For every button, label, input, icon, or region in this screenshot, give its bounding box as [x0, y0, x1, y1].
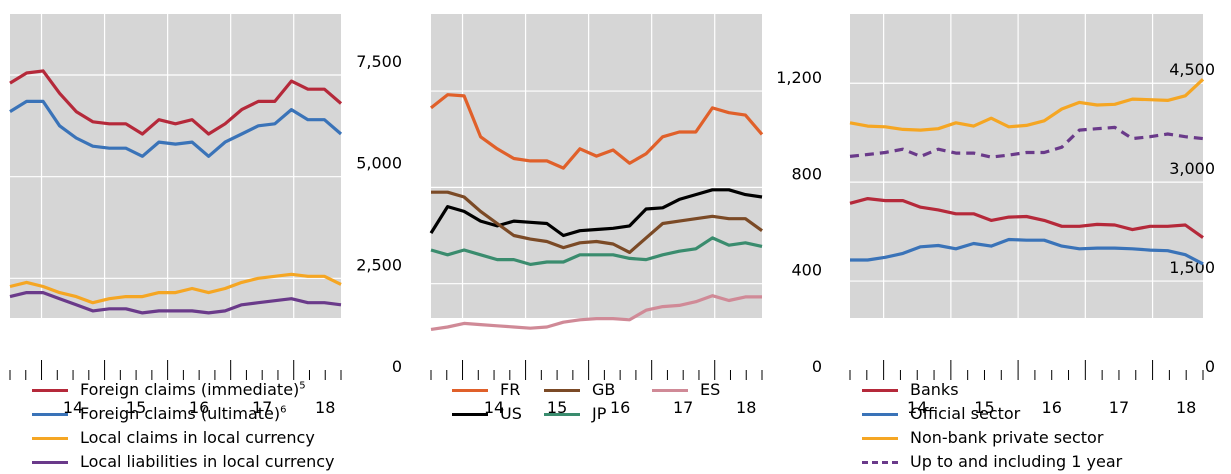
y-tick-label: 4,500: [1169, 60, 1215, 79]
legend-item-jp: JP: [544, 402, 652, 426]
legend-item-nonbank: Non-bank private sector: [862, 426, 1122, 450]
legend-swatch: [544, 388, 580, 392]
chart-panel-countries: 0 400 800 1,200 14 15 16 17 18: [429, 14, 822, 417]
x-tick-label: 16: [189, 398, 209, 417]
x-tick-label: 16: [610, 398, 630, 417]
legend-label: Foreign claims (ultimate)6: [80, 404, 287, 423]
legend-item-immediate: Foreign claims (immediate)5: [32, 378, 334, 402]
x-tick-label: 18: [1176, 398, 1196, 417]
legend-claims: Foreign claims (immediate)5 Foreign clai…: [32, 378, 334, 474]
legend-swatch: [32, 388, 68, 392]
x-tick-label: 14: [907, 398, 927, 417]
x-tick-label: 14: [484, 398, 504, 417]
x-tick-label: 14: [63, 398, 83, 417]
legend-swatch: [32, 436, 68, 440]
legend-item-official: Official sector: [862, 402, 1122, 426]
legend-swatch: [544, 412, 580, 416]
x-tick-label: 18: [736, 398, 756, 417]
series-line-foreign-claims-ultimate-: [9, 99, 343, 158]
legend-label: Banks: [910, 380, 959, 399]
series-line-foreign-claims-immediate-: [9, 69, 343, 136]
chart-panel-sectors: 0 1,500 3,000 4,500 14 15 16 17 18: [849, 14, 1215, 417]
x-tick-label: 15: [547, 398, 567, 417]
plot-background: [10, 14, 341, 318]
y-tick-label: 7,500: [356, 52, 402, 71]
x-tick-label: 15: [974, 398, 994, 417]
legend-sectors: Banks Official sector Non-bank private s…: [862, 378, 1122, 474]
legend-item-us: US: [452, 402, 544, 426]
series-line-jp: [430, 236, 763, 266]
plot-background: [850, 14, 1203, 318]
legend-label: GB: [592, 380, 616, 399]
series-line-fr: [430, 93, 764, 170]
legend-item-up-to-1-year: Up to and including 1 year: [862, 450, 1122, 474]
legend-item-ultimate: Foreign claims (ultimate)6: [32, 402, 334, 426]
legend-swatch: [862, 436, 898, 440]
y-tick-label: 800: [791, 164, 822, 183]
series-line-local-liabilities-in-local-currency: [9, 291, 342, 315]
x-tick-label: 17: [673, 398, 693, 417]
y-tick-label: 400: [791, 261, 822, 280]
series-line-banks: [849, 197, 1204, 239]
legend-swatch: [862, 388, 898, 392]
legend-item-banks: Banks: [862, 378, 1122, 402]
legend-label: Official sector: [910, 404, 1021, 423]
legend-label: Non-bank private sector: [910, 428, 1104, 447]
legend-swatch: [452, 388, 488, 392]
series-line-gb: [431, 190, 763, 254]
legend-swatch: [862, 460, 898, 464]
legend-label: JP: [592, 404, 607, 423]
series-line-non-bank-private-sector: [849, 78, 1205, 132]
x-tick-label: 15: [126, 398, 146, 417]
series-line-us: [429, 188, 763, 238]
legend-item-fr: FR: [452, 378, 544, 402]
legend-label: Local liabilities in local currency: [80, 452, 335, 471]
legend-swatch: [32, 412, 68, 416]
legend-swatch: [862, 412, 898, 416]
x-tick-label: 18: [315, 398, 335, 417]
y-tick-label: 5,000: [356, 154, 402, 173]
series-line-official-sector: [850, 237, 1204, 266]
legend-item-es: ES: [652, 378, 752, 402]
x-tick-label: 16: [1042, 398, 1062, 417]
y-tick-label: 2,500: [356, 255, 402, 274]
legend-item-local-claims: Local claims in local currency: [32, 426, 334, 450]
legend-item-local-liabilities: Local liabilities in local currency: [32, 450, 334, 474]
plot-background: [431, 14, 762, 318]
legend-countries: FR GB ES US JP: [452, 378, 752, 426]
legend-label: US: [500, 404, 522, 423]
series-line-local-claims-in-local-currency: [9, 272, 342, 305]
legend-item-gb: GB: [544, 378, 652, 402]
y-tick-label: 0: [812, 357, 822, 376]
y-tick-label: 1,500: [1169, 258, 1215, 277]
legend-swatch: [652, 388, 688, 392]
legend-label: Local claims in local currency: [80, 428, 315, 447]
series-line-es: [430, 294, 762, 331]
chart-panel-claims: 0 2,500 5,000 7,500 14 15 16 17 18: [9, 14, 402, 417]
legend-label: FR: [500, 380, 521, 399]
y-tick-label: 0: [392, 357, 402, 376]
x-tick-label: 17: [1109, 398, 1129, 417]
legend-swatch: [32, 460, 68, 464]
y-tick-label: 1,200: [776, 68, 822, 87]
series-line-up-to-and-including-1-year: [849, 125, 1204, 159]
legend-label: ES: [700, 380, 721, 399]
legend-label: Foreign claims (immediate)5: [80, 380, 306, 399]
y-tick-label: 0: [1205, 357, 1215, 376]
y-tick-label: 3,000: [1169, 159, 1215, 178]
x-tick-label: 17: [252, 398, 272, 417]
legend-swatch: [452, 412, 488, 416]
legend-label: Up to and including 1 year: [910, 452, 1123, 471]
